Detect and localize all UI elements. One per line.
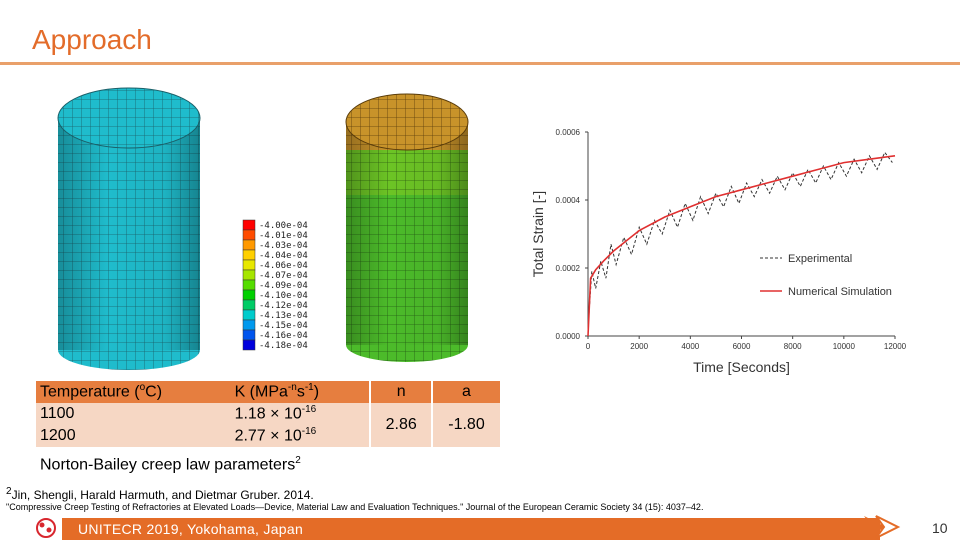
series-line-experimental bbox=[587, 151, 893, 330]
x-tick-label: 8000 bbox=[784, 342, 802, 351]
cell-temperature: 1100 bbox=[36, 403, 231, 425]
scale-swatch bbox=[242, 329, 256, 341]
footer-bar bbox=[62, 518, 880, 540]
fe-model-cylinder-graded bbox=[345, 93, 469, 362]
x-tick-label: 6000 bbox=[733, 342, 751, 351]
scale-swatch bbox=[242, 269, 256, 281]
reference-authors: 2Jin, Shengli, Harald Harmuth, and Dietm… bbox=[6, 486, 314, 502]
footer-conference: UNITECR 2019, Yokohama, Japan bbox=[78, 521, 304, 537]
creep-strain-chart: 0.0000 0.0002 0.0004 0.0006 0 2000 4000 6000 800… bbox=[530, 128, 907, 375]
y-axis-label: Total Strain [-] bbox=[530, 191, 546, 277]
scale-label: -4.06e-04 bbox=[259, 261, 308, 271]
scale-swatch bbox=[242, 339, 256, 351]
scale-label: -4.00e-04 bbox=[259, 221, 308, 231]
cell-a-value: -1.80 bbox=[430, 403, 500, 447]
scale-swatch bbox=[242, 249, 256, 261]
figure-area: -4.00e-04-4.01e-04-4.03e-04-4.04e-04-4.0… bbox=[57, 87, 907, 375]
scale-swatch bbox=[242, 289, 256, 301]
x-axis-label: Time [Seconds] bbox=[693, 359, 790, 375]
scale-swatch bbox=[242, 239, 256, 251]
scale-label: -4.07e-04 bbox=[259, 271, 308, 281]
header-n: n bbox=[369, 381, 432, 403]
table-row: 1200 2.77 × 10-16 bbox=[36, 425, 500, 447]
scale-label: -4.16e-04 bbox=[259, 331, 308, 341]
scale-swatch bbox=[242, 309, 256, 321]
scale-swatch bbox=[242, 219, 256, 231]
scale-label: -4.13e-04 bbox=[259, 311, 308, 321]
scale-label: -4.09e-04 bbox=[259, 281, 308, 291]
conference-logo-icon bbox=[36, 518, 56, 538]
scale-label: -4.10e-04 bbox=[259, 291, 308, 301]
scale-swatch bbox=[242, 229, 256, 241]
page-number: 10 bbox=[932, 520, 948, 536]
slide-title: Approach bbox=[32, 24, 152, 55]
table-caption: Norton-Bailey creep law parameters2 bbox=[40, 455, 301, 474]
scale-label: -4.15e-04 bbox=[259, 321, 308, 331]
y-tick-label: 0.0004 bbox=[556, 196, 581, 205]
y-tick-label: 0.0000 bbox=[556, 332, 581, 341]
scale-label: -4.01e-04 bbox=[259, 231, 308, 241]
cell-k: 2.77 × 10-16 bbox=[230, 425, 371, 447]
header-a: a bbox=[430, 381, 500, 403]
scale-label: -4.12e-04 bbox=[259, 301, 308, 311]
scale-swatch bbox=[242, 279, 256, 291]
scale-label: -4.03e-04 bbox=[259, 241, 308, 251]
y-tick-label: 0.0006 bbox=[556, 128, 581, 137]
table-header-row: Temperature (oC) K (MPa-ns-1) n a bbox=[36, 381, 500, 403]
table-row: 1100 1.18 × 10-16 2.86 -1.80 bbox=[36, 403, 500, 447]
scale-swatch bbox=[242, 319, 256, 331]
x-tick-label: 0 bbox=[586, 342, 591, 351]
creep-parameter-table: Temperature (oC) K (MPa-ns-1) n a 1100 1… bbox=[36, 381, 500, 447]
cell-k: 1.18 × 10-16 bbox=[230, 403, 371, 425]
scale-swatch bbox=[242, 259, 256, 271]
x-tick-label: 2000 bbox=[630, 342, 648, 351]
header-k: K (MPa-ns-1) bbox=[230, 381, 371, 403]
cell-n-value: 2.86 bbox=[369, 403, 432, 447]
strain-color-scale: -4.00e-04-4.01e-04-4.03e-04-4.04e-04-4.0… bbox=[242, 219, 308, 351]
reference-title: "Compressive Creep Testing of Refractori… bbox=[6, 502, 704, 512]
fe-model-cylinder-uniform bbox=[57, 87, 201, 370]
next-arrow-icon[interactable] bbox=[862, 514, 902, 540]
x-tick-label: 12000 bbox=[884, 342, 907, 351]
cell-temperature: 1200 bbox=[36, 425, 231, 447]
header-temperature: Temperature (oC) bbox=[36, 381, 231, 403]
legend-label: Experimental bbox=[788, 253, 852, 265]
y-tick-label: 0.0002 bbox=[556, 264, 581, 273]
x-tick-label: 10000 bbox=[833, 342, 856, 351]
scale-swatch bbox=[242, 299, 256, 311]
scale-label: -4.18e-04 bbox=[259, 341, 308, 351]
series-line-numerical-simulation bbox=[587, 155, 896, 337]
x-tick-label: 4000 bbox=[681, 342, 699, 351]
title-divider bbox=[0, 62, 960, 65]
legend-label: Numerical Simulation bbox=[788, 286, 892, 298]
scale-label: -4.04e-04 bbox=[259, 251, 308, 261]
